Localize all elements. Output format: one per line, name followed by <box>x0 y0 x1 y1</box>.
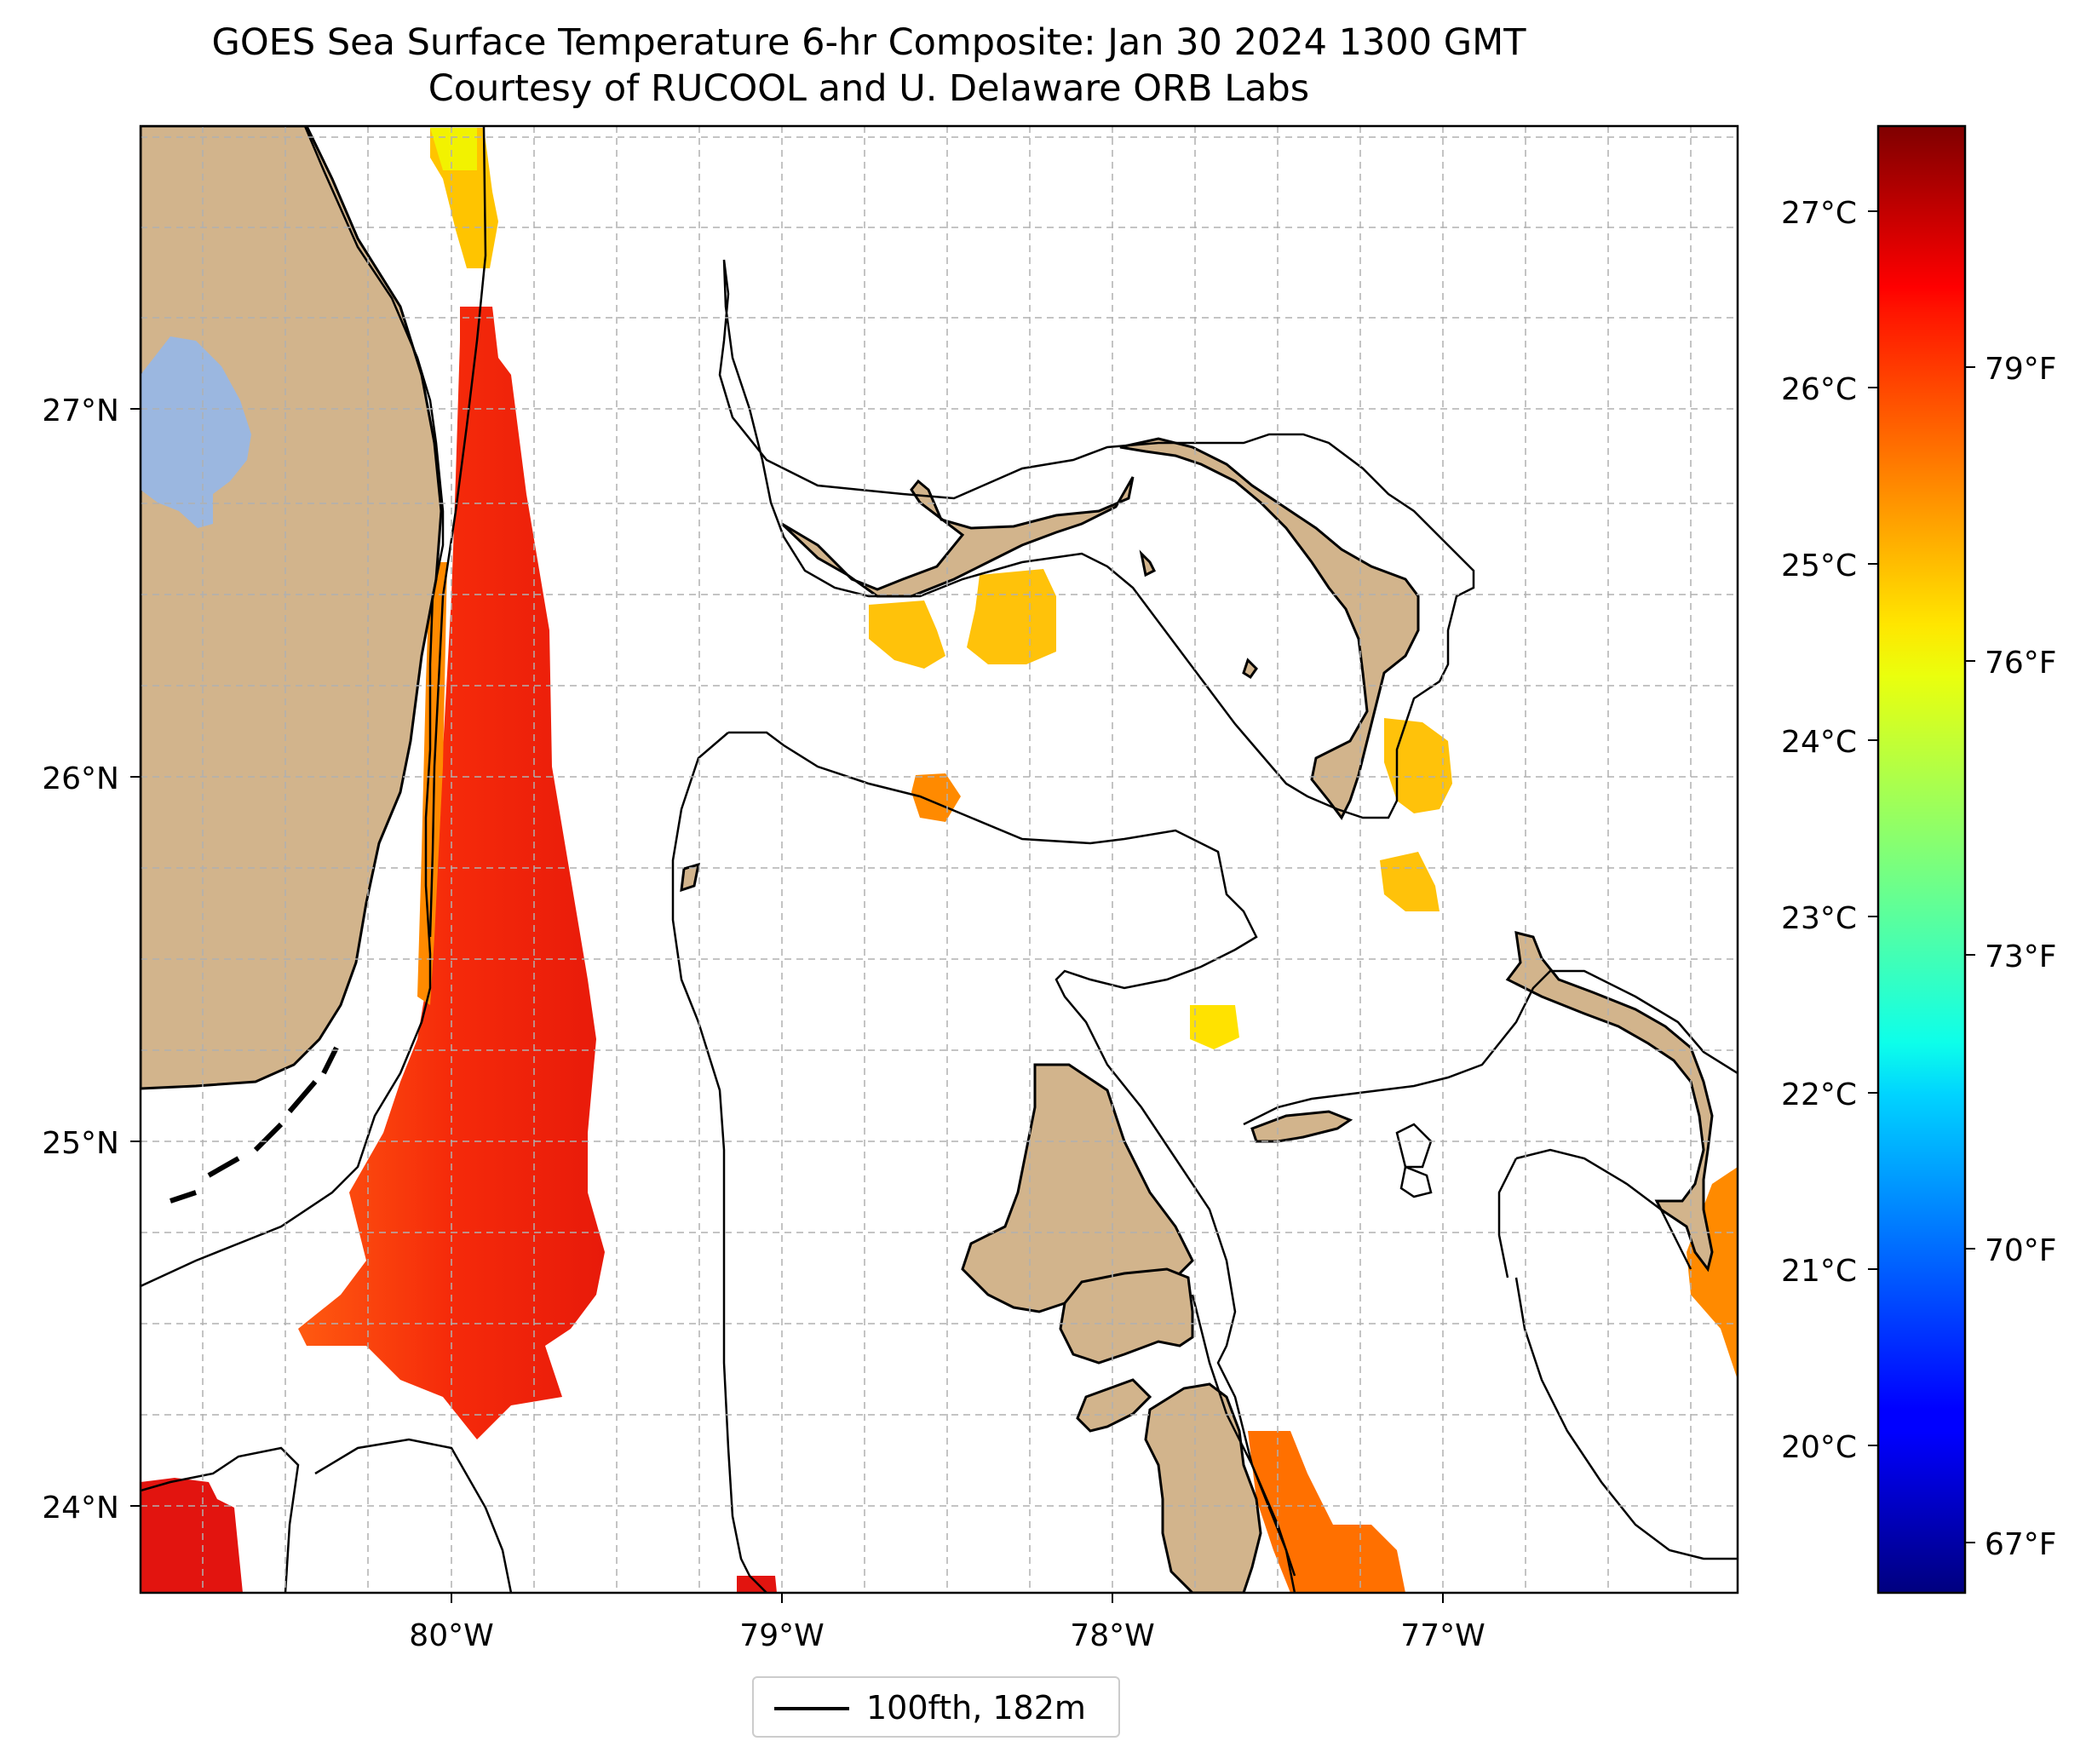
celsius-tick-label: 24°C <box>1781 725 1857 760</box>
fahrenheit-tick-label: 70°F <box>1985 1233 2057 1268</box>
fahrenheit-tick-label: 79°F <box>1985 352 2057 387</box>
lat-tick-label: 25°N <box>42 1126 119 1161</box>
axis-ticks <box>130 408 1444 1603</box>
celsius-tick-label: 25°C <box>1781 549 1857 583</box>
legend-line-swatch <box>774 1707 849 1710</box>
sst-patch-tongue-small <box>1190 1005 1239 1049</box>
colorbar-celsius-ticks <box>1868 210 1878 1446</box>
contour-cuba-shelf <box>141 1446 300 1593</box>
sst-patch-east-2 <box>1380 852 1440 911</box>
map-subtitle: Courtesy of RUCOOL and U. Delaware ORB L… <box>428 67 1310 110</box>
sst-patch-bahama-1 <box>869 600 945 669</box>
andros-south-tip <box>1076 1378 1152 1433</box>
new-providence <box>1250 1110 1353 1143</box>
map-frame <box>139 124 1739 1594</box>
lon-tick-label: 77°W <box>1400 1618 1485 1653</box>
contour-great-bahama-bank-west <box>728 731 1296 1593</box>
contour-andros-east <box>1191 1294 1296 1577</box>
lon-tick-label: 80°W <box>409 1618 493 1653</box>
grand-bahama <box>780 476 1135 598</box>
lat-tick-label: 27°N <box>42 394 119 428</box>
lon-tick-label: 78°W <box>1070 1618 1154 1653</box>
contour-tongue-ocean <box>1243 969 1738 1126</box>
celsius-tick-label: 26°C <box>1781 372 1857 407</box>
contour-berry-isle <box>1395 1123 1433 1169</box>
contour-exuma-inner <box>1497 1148 1692 1278</box>
sst-patch-tongue <box>911 773 961 822</box>
lat-tick-label: 26°N <box>42 761 119 796</box>
fahrenheit-tick-label: 67°F <box>1985 1527 2057 1562</box>
sst-patch-sw-red <box>141 1478 243 1593</box>
florida-keys <box>170 1046 339 1204</box>
andros-south <box>1144 1382 1262 1593</box>
celsius-tick-label: 20°C <box>1781 1430 1857 1465</box>
celsius-tick-label: 21°C <box>1781 1254 1857 1289</box>
fahrenheit-tick-label: 73°F <box>1985 939 2057 974</box>
contour-florida-west <box>428 126 487 938</box>
lake-okeechobee <box>141 336 251 528</box>
sst-patch-east-1 <box>1384 718 1452 813</box>
sst-patches <box>141 128 1738 1593</box>
lon-tick-label: 79°W <box>739 1618 824 1653</box>
land-masses <box>141 126 1714 1593</box>
contour-exuma-sound <box>1514 1277 1738 1560</box>
celsius-tick-label: 23°C <box>1781 901 1857 936</box>
colorbar <box>1876 124 1967 1594</box>
celsius-tick-label: 22°C <box>1781 1077 1857 1112</box>
map-title: GOES Sea Surface Temperature 6-hr Compos… <box>211 21 1526 64</box>
contour-exuma-isle <box>1399 1165 1433 1198</box>
eleuthera <box>1505 931 1714 1273</box>
sst-patch-florida-current <box>298 307 605 1439</box>
celsius-tick-label: 27°C <box>1781 196 1857 231</box>
florida-land <box>141 126 443 1090</box>
bimini <box>680 862 700 893</box>
legend: 100fth, 182m <box>752 1676 1120 1738</box>
bathymetry-contours <box>141 126 1738 1593</box>
sst-patch-north-yellow-tip <box>430 128 477 170</box>
fahrenheit-tick-label: 76°F <box>1985 646 2057 681</box>
sst-patch-bahama-2 <box>967 569 1056 664</box>
berry-islands-1 <box>1139 549 1157 577</box>
abaco <box>1119 437 1420 820</box>
legend-label: 100fth, 182m <box>866 1689 1086 1727</box>
contour-florida-shelf <box>141 126 445 1288</box>
contour-central-channel <box>671 732 767 1593</box>
gridlines <box>141 126 1738 1593</box>
contour-south-bank <box>314 1438 513 1593</box>
contour-little-bahama-bank <box>718 259 1475 819</box>
berry-islands-2 <box>1242 658 1258 680</box>
colorbar-fahrenheit-ticks <box>1965 366 1975 1543</box>
andros-central <box>1059 1267 1194 1365</box>
lat-tick-label: 24°N <box>42 1491 119 1526</box>
